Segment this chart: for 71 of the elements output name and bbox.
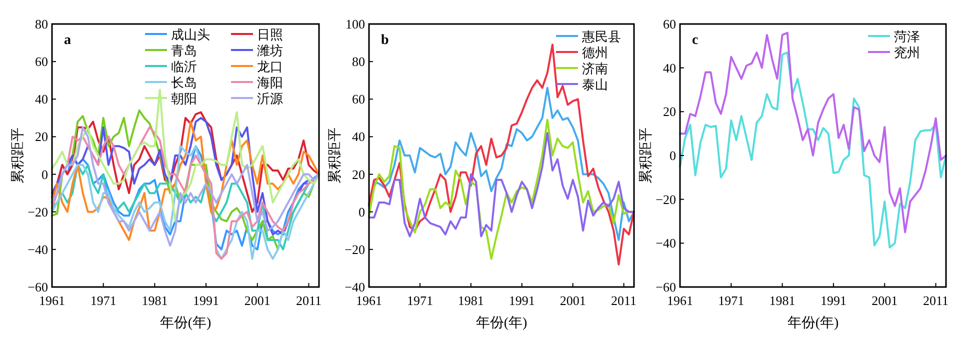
x-tick-label: 1981 bbox=[142, 293, 168, 308]
x-tick-label: 1991 bbox=[193, 293, 220, 308]
x-axis-title: 年份(年) bbox=[787, 315, 839, 331]
y-tick-label: 60 bbox=[352, 92, 365, 107]
y-tick-label: 40 bbox=[352, 129, 365, 144]
y-axis-title: 累积距平 bbox=[11, 128, 26, 184]
y-tick-label: 0 bbox=[358, 204, 365, 220]
line-series bbox=[368, 44, 635, 266]
y-tick-label: 0 bbox=[670, 148, 676, 163]
x-tick-label: 1981 bbox=[458, 293, 484, 308]
legend-label: 沂源 bbox=[257, 91, 283, 106]
x-tick-label: 2001 bbox=[560, 293, 586, 308]
y-axis-title: 累积距平 bbox=[328, 128, 343, 184]
y-tick-label: 40 bbox=[663, 60, 676, 76]
y-tick-label: 20 bbox=[352, 166, 365, 182]
x-tick-label: 1971 bbox=[718, 293, 744, 308]
legend-label: 临沂 bbox=[171, 59, 197, 74]
y-tick-label: −60 bbox=[28, 280, 48, 294]
line-series bbox=[51, 111, 320, 213]
y-tick-label: −60 bbox=[656, 280, 676, 294]
y-tick-label: 60 bbox=[663, 16, 676, 32]
x-tick-label: 1971 bbox=[90, 293, 116, 308]
annotation: b bbox=[381, 33, 389, 48]
legend-label: 泰山 bbox=[582, 77, 608, 92]
legend-label: 海阳 bbox=[257, 75, 283, 90]
legend-label: 长岛 bbox=[171, 75, 197, 90]
x-tick-label: 1971 bbox=[406, 293, 433, 308]
legend-label: 成山头 bbox=[171, 27, 210, 42]
annotation: a bbox=[64, 33, 71, 48]
x-tick-label: 2001 bbox=[244, 293, 270, 308]
x-tick-label: 2011 bbox=[296, 293, 322, 308]
y-tick-label: −40 bbox=[28, 242, 48, 257]
y-tick-label: 100 bbox=[346, 16, 365, 32]
legend-label: 龙口 bbox=[257, 59, 283, 74]
y-tick-label: 60 bbox=[35, 54, 48, 70]
y-tick-label: −20 bbox=[344, 242, 365, 257]
y-tick-label: −20 bbox=[656, 192, 676, 207]
x-tick-label: 1981 bbox=[769, 293, 796, 308]
legend-label: 惠民县 bbox=[581, 29, 621, 44]
x-tick-label: 1961 bbox=[39, 293, 65, 308]
x-tick-label: 1961 bbox=[356, 293, 382, 308]
y-tick-label: 40 bbox=[35, 92, 48, 107]
x-tick-label: 2001 bbox=[872, 293, 898, 308]
y-tick-label: 20 bbox=[35, 129, 48, 144]
y-tick-label: 20 bbox=[663, 104, 676, 120]
x-axis-title: 年份(年) bbox=[476, 315, 528, 331]
legend-label: 日照 bbox=[257, 27, 283, 42]
x-tick-label: 1961 bbox=[667, 293, 693, 308]
legend-label: 朝阳 bbox=[171, 91, 197, 106]
y-tick-label: −20 bbox=[28, 204, 48, 220]
y-tick-label: 80 bbox=[352, 54, 365, 70]
x-tick-label: 2011 bbox=[923, 293, 949, 308]
y-axis-title: 累积距平 bbox=[639, 128, 654, 184]
x-tick-label: 1991 bbox=[820, 293, 846, 308]
legend-label: 济南 bbox=[582, 61, 608, 76]
y-tick-label: 80 bbox=[35, 16, 48, 32]
line-series bbox=[368, 132, 635, 238]
x-axis-title: 年份(年) bbox=[160, 315, 212, 331]
y-tick-label: −40 bbox=[656, 236, 676, 251]
legend-label: 潍坊 bbox=[257, 43, 283, 58]
legend-label: 兖州 bbox=[894, 45, 920, 60]
legend-label: 德州 bbox=[582, 45, 608, 60]
legend-label: 青岛 bbox=[171, 43, 197, 58]
line-series bbox=[51, 88, 320, 222]
x-tick-label: 2011 bbox=[611, 293, 637, 308]
legend-label: 菏泽 bbox=[894, 29, 920, 44]
x-tick-label: 1991 bbox=[508, 293, 535, 308]
line-series bbox=[679, 32, 947, 234]
annotation: c bbox=[692, 33, 698, 48]
y-tick-label: −40 bbox=[344, 280, 365, 294]
y-tick-label: 0 bbox=[42, 166, 48, 182]
